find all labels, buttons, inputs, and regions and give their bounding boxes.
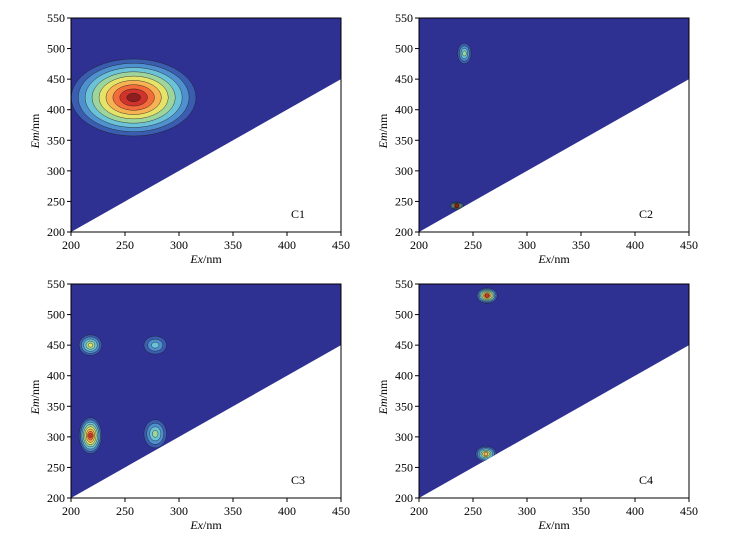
contour-level-9 [454, 203, 459, 208]
x-tick-label: 300 [518, 504, 536, 518]
contour-level-8 [484, 293, 490, 298]
x-tick-label: 200 [410, 504, 428, 518]
x-tick-label: 300 [518, 238, 536, 252]
contour-level-3 [151, 341, 160, 349]
y-tick-label: 400 [395, 103, 413, 117]
peak-2 [78, 334, 102, 356]
x-tick-label: 200 [410, 238, 428, 252]
y-tick-label: 350 [47, 399, 65, 413]
plot-frame [70, 283, 342, 499]
y-axis-label: Em/nm [376, 113, 390, 149]
x-tick-label: 300 [170, 504, 188, 518]
panel-c2: 200 250 300 350 400 450 200 250 300 350 400 450 500 5… [376, 11, 698, 266]
peak-4 [143, 335, 167, 355]
y-tick-label: 550 [395, 277, 413, 291]
contour-level-9 [126, 93, 141, 102]
contour-level-4 [152, 430, 159, 438]
y-tick-label: 300 [395, 430, 413, 444]
y-tick-label: 200 [47, 225, 65, 239]
panel-label: C2 [639, 207, 653, 221]
plot-frame [418, 283, 690, 499]
y-tick-label: 350 [395, 399, 413, 413]
contour-level-6 [483, 451, 489, 457]
x-tick-label: 400 [626, 504, 644, 518]
y-tick-label: 300 [47, 164, 65, 178]
y-tick-label: 200 [47, 491, 65, 505]
y-tick-label: 450 [47, 338, 65, 352]
y-tick-label: 300 [395, 164, 413, 178]
y-tick-label: 550 [47, 11, 65, 25]
x-axis-label: Ex/nm [537, 518, 570, 532]
x-tick-label: 400 [626, 238, 644, 252]
y-tick-label: 250 [47, 194, 65, 208]
x-tick-label: 350 [572, 238, 590, 252]
peak-3 [143, 419, 167, 449]
x-tick-label: 350 [572, 504, 590, 518]
peak-1 [457, 42, 472, 64]
panel-label: C1 [291, 207, 305, 221]
x-tick-label: 300 [170, 238, 188, 252]
x-tick-label: 200 [62, 238, 80, 252]
y-tick-label: 250 [395, 194, 413, 208]
x-tick-label: 450 [332, 504, 350, 518]
x-tick-label: 400 [278, 504, 296, 518]
y-tick-label: 500 [47, 42, 65, 56]
x-tick-label: 250 [116, 238, 134, 252]
y-tick-label: 500 [47, 308, 65, 322]
x-tick-label: 250 [464, 504, 482, 518]
y-tick-label: 450 [47, 72, 65, 86]
y-axis-label: Em/nm [28, 379, 42, 415]
plot-frame [418, 17, 690, 233]
y-tick-label: 400 [47, 103, 65, 117]
y-tick-label: 300 [47, 430, 65, 444]
y-tick-label: 250 [395, 460, 413, 474]
y-tick-label: 200 [395, 225, 413, 239]
y-tick-label: 250 [47, 460, 65, 474]
y-axis-label: Em/nm [28, 113, 42, 149]
y-tick-label: 500 [395, 42, 413, 56]
x-tick-label: 450 [332, 238, 350, 252]
x-tick-label: 350 [224, 504, 242, 518]
x-tick-label: 250 [116, 504, 134, 518]
x-tick-label: 450 [680, 504, 698, 518]
y-tick-label: 200 [395, 491, 413, 505]
panel-c1: 200 250 300 350 400 450 200 250 300 350 400 450 500 5… [28, 11, 350, 266]
y-tick-label: 400 [395, 369, 413, 383]
y-tick-label: 550 [395, 11, 413, 25]
y-tick-label: 550 [47, 277, 65, 291]
y-axis-label: Em/nm [376, 379, 390, 415]
peak-1 [476, 287, 498, 304]
x-tick-label: 200 [62, 504, 80, 518]
x-axis-label: Ex/nm [189, 518, 222, 532]
peak-2 [449, 201, 464, 210]
y-tick-label: 350 [395, 133, 413, 147]
panel-c3: 200 250 300 350 400 450 200 250 300 350 400 450 500 5… [28, 277, 350, 532]
peak-1 [71, 58, 197, 137]
plot-frame [70, 17, 342, 233]
y-tick-label: 350 [47, 133, 65, 147]
panel-label: C3 [291, 473, 305, 487]
x-tick-label: 400 [278, 238, 296, 252]
x-tick-label: 450 [680, 238, 698, 252]
peak-1 [78, 417, 102, 454]
y-tick-label: 500 [395, 308, 413, 322]
contour-level-8 [88, 433, 93, 439]
x-axis-label: Ex/nm [537, 252, 570, 266]
y-tick-label: 400 [47, 369, 65, 383]
contour-level-5 [87, 342, 93, 348]
x-axis-label: Ex/nm [189, 252, 222, 266]
y-tick-label: 450 [395, 338, 413, 352]
x-tick-label: 350 [224, 238, 242, 252]
x-tick-label: 250 [464, 238, 482, 252]
panel-label: C4 [639, 473, 653, 487]
y-tick-label: 450 [395, 72, 413, 86]
contour-level-4 [462, 50, 467, 57]
panel-c4: 200 250 300 350 400 450 200 250 300 350 400 450 500 5… [376, 277, 698, 532]
